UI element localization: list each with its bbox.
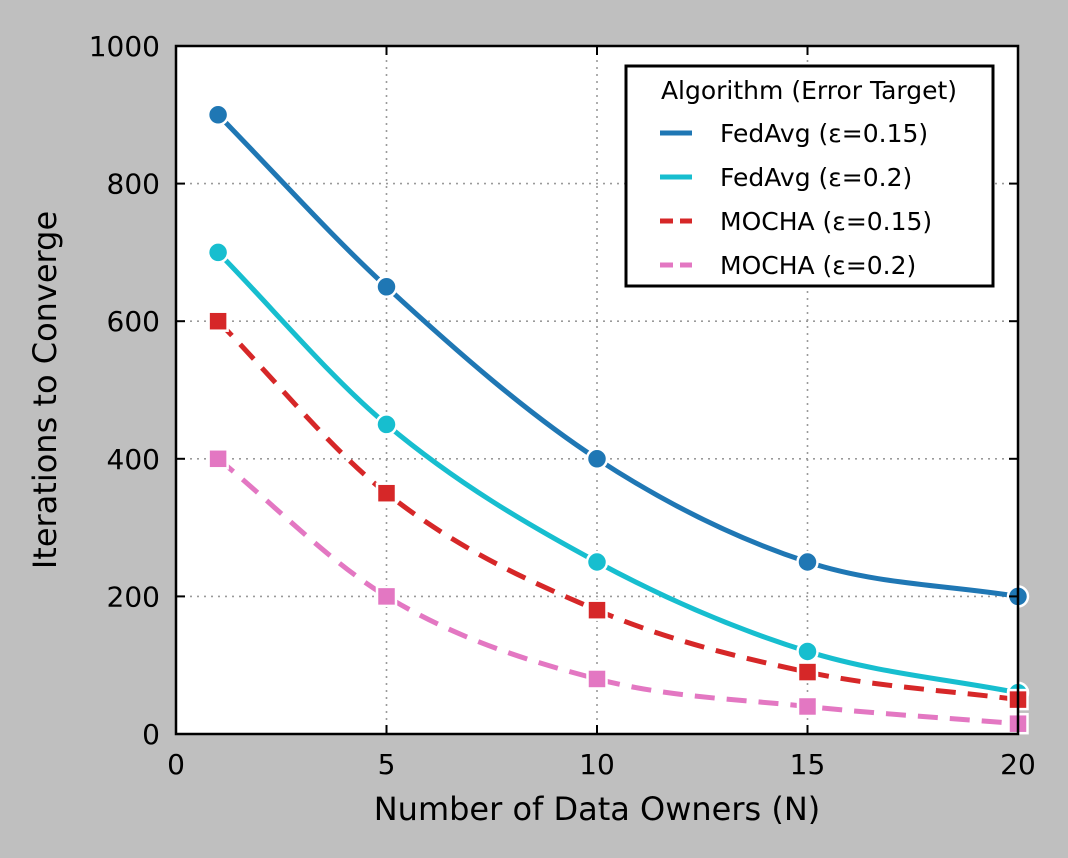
legend-entries: FedAvg (ε=0.15) FedAvg (ε=0.2) MOCHA (ε=0.… <box>660 119 932 280</box>
data-point <box>796 550 819 574</box>
series-line <box>216 456 1019 727</box>
x-tick-label: 10 <box>579 748 615 781</box>
legend: Algorithm (Error Target) FedAvg (ε=0.15)… <box>624 64 995 288</box>
data-point <box>375 482 398 504</box>
y-axis-label: Iterations to Converge <box>26 211 64 569</box>
data-point <box>796 640 819 663</box>
legend-label: FedAvg (ε=0.15) <box>720 119 928 148</box>
x-axis-label: Number of Data Owners (N) <box>374 790 821 828</box>
y-tick-label: 600 <box>107 305 160 338</box>
x-tick-label: 15 <box>790 748 826 781</box>
legend-label: MOCHA (ε=0.2) <box>720 251 916 280</box>
legend-label: FedAvg (ε=0.2) <box>720 163 912 192</box>
series-layer <box>206 103 1030 735</box>
data-point <box>796 661 819 683</box>
series-0 <box>206 103 1030 608</box>
x-tick-label: 5 <box>378 748 396 781</box>
y-tick-label: 800 <box>107 168 160 201</box>
data-point <box>586 599 608 621</box>
data-point <box>207 448 229 470</box>
data-point <box>206 241 230 264</box>
data-point <box>585 447 609 471</box>
y-tick-label: 400 <box>107 443 160 476</box>
y-tick-label: 1000 <box>89 30 160 63</box>
data-point <box>375 413 398 436</box>
y-tick-label: 0 <box>142 718 160 751</box>
data-point <box>585 550 609 574</box>
y-tick-label: 200 <box>107 580 160 613</box>
series-2 <box>207 310 1029 711</box>
data-point <box>796 695 819 718</box>
x-tick-label: 0 <box>167 748 185 781</box>
data-point <box>206 103 230 127</box>
legend-label: MOCHA (ε=0.15) <box>720 207 932 236</box>
x-tick-label: 20 <box>1000 748 1036 781</box>
data-point <box>207 310 229 332</box>
legend-title: Algorithm (Error Target) <box>661 76 957 105</box>
data-point <box>375 275 398 299</box>
data-point <box>375 585 398 608</box>
data-point <box>586 668 608 690</box>
